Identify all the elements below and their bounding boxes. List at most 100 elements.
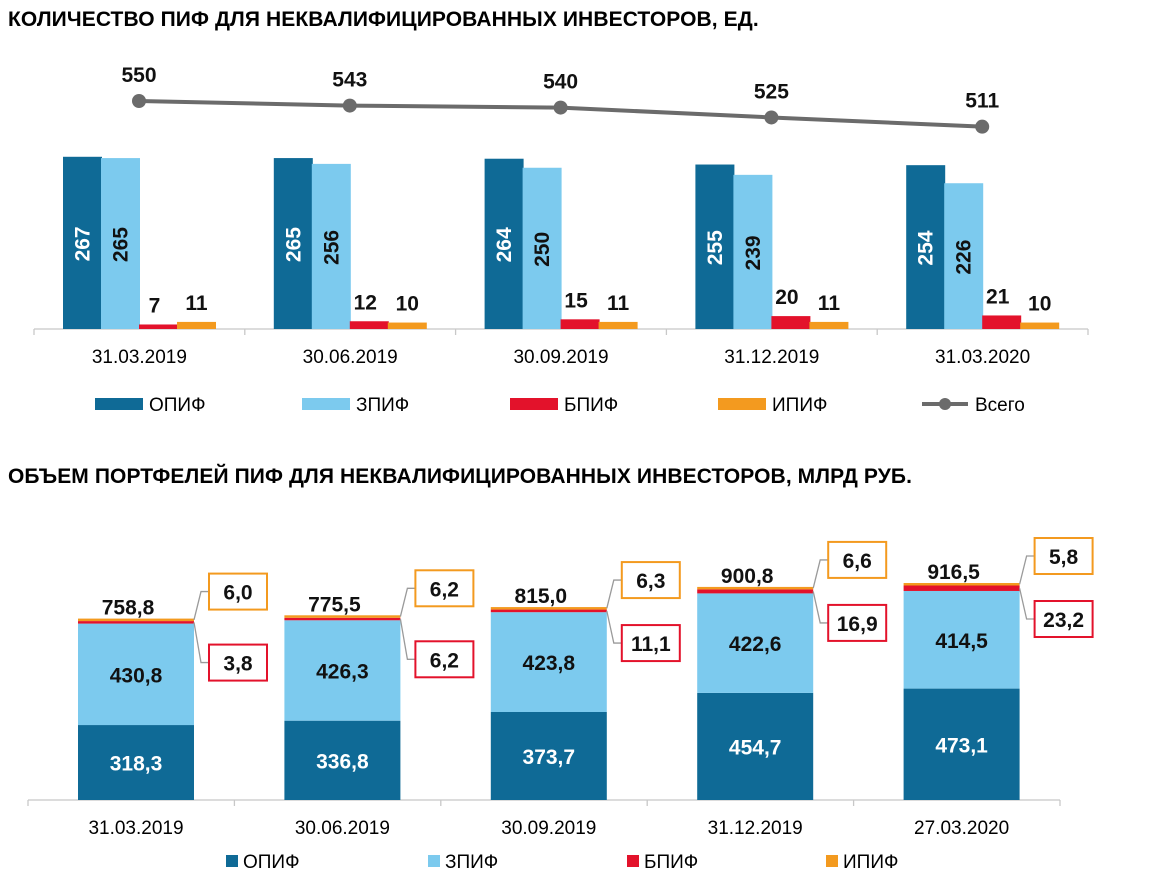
- stack-label-zpif: 414,5: [935, 630, 988, 653]
- bar-opif: [273, 158, 313, 329]
- bar-bpif: [982, 315, 1022, 329]
- x-tick-label: 31.03.2020: [935, 347, 1030, 368]
- callout-label-ipif: 6,0: [223, 582, 252, 605]
- callout-box-bpif: [414, 640, 475, 679]
- stack-zpif: [903, 590, 1020, 689]
- total-label-2: 916,5: [927, 561, 980, 584]
- stack-zpif: [78, 623, 194, 726]
- data-label-ipif: 11: [818, 292, 841, 315]
- x-tick-label: 30.09.2019: [513, 347, 608, 368]
- legend-label-bpif: БПИФ: [564, 395, 618, 416]
- volume-chart-title: ОБЪЕМ ПОРТФЕЛЕЙ ПИФ ДЛЯ НЕКВАЛИФИЦИРОВАН…: [8, 465, 913, 488]
- stack-ipif: [697, 586, 814, 590]
- stack-zpif: [490, 612, 607, 712]
- bar-ipif: [1020, 322, 1060, 329]
- stack-label-opif: 318,3: [110, 753, 163, 776]
- total-label: 511: [965, 90, 999, 113]
- bar-zpif: [101, 158, 140, 329]
- total-label: 543: [332, 69, 367, 92]
- data-label-ipif: 11: [185, 292, 208, 315]
- legend2-swatch-zpif: [428, 855, 440, 867]
- callout-line-bpif: [812, 591, 829, 624]
- total-label-2: 815,0: [515, 585, 568, 608]
- callout-box-ipif: [414, 569, 475, 608]
- x-tick-label-2: 27.03.2020: [914, 818, 1009, 839]
- bar-ipif: [598, 321, 638, 329]
- total-marker: [764, 110, 779, 125]
- callout-line-bpif: [606, 610, 622, 644]
- bar-zpif: [944, 183, 984, 329]
- bar-bpif: [139, 324, 178, 329]
- data-label-opif: 255: [704, 230, 727, 265]
- stack-bpif: [697, 589, 814, 594]
- x-tick-label-2: 30.09.2019: [501, 818, 596, 839]
- total-label: 550: [121, 64, 156, 87]
- total-marker: [342, 98, 357, 113]
- legend-marker-total: [939, 398, 951, 410]
- total-marker: [975, 119, 990, 134]
- callout-box-ipif: [208, 572, 268, 611]
- callout-line-ipif: [606, 579, 622, 609]
- bar-bpif: [560, 319, 600, 329]
- data-label-ipif: 10: [396, 293, 419, 316]
- callout-box-bpif: [208, 643, 268, 682]
- data-label-ipif: 11: [607, 292, 630, 315]
- bar-zpif: [311, 163, 351, 329]
- legend2-label-ipif: ИПИФ: [843, 852, 898, 873]
- legend-label-opif: ОПИФ: [149, 395, 206, 416]
- stack-opif: [697, 692, 814, 800]
- data-label-bpif: 7: [149, 294, 161, 317]
- callout-label-bpif: 6,2: [430, 649, 459, 672]
- legend2-swatch-bpif: [627, 855, 639, 867]
- x-tick-label: 31.12.2019: [724, 347, 819, 368]
- total-label: 540: [543, 71, 578, 94]
- bar-bpif: [771, 316, 811, 329]
- callout-label-ipif: 6,6: [843, 550, 872, 573]
- stack-ipif: [490, 607, 607, 610]
- x-tick-label-2: 31.12.2019: [708, 818, 803, 839]
- callout-line-ipif: [399, 587, 416, 617]
- data-label-bpif: 12: [354, 291, 377, 314]
- stack-bpif: [903, 585, 1020, 591]
- stack-label-zpif: 423,8: [523, 652, 576, 675]
- callout-line-ipif: [193, 590, 209, 620]
- callout-box-bpif: [620, 624, 681, 663]
- stack-opif: [284, 720, 401, 800]
- callout-line-bpif: [399, 618, 416, 660]
- data-label-ipif: 10: [1028, 293, 1051, 316]
- callout-box-ipif: [620, 561, 681, 600]
- stack-zpif: [697, 593, 814, 693]
- total-label-2: 758,8: [102, 597, 155, 620]
- stack-opif: [490, 711, 607, 800]
- x-tick-label: 30.06.2019: [303, 347, 398, 368]
- callout-line-bpif: [193, 622, 209, 664]
- callout-label-bpif: 23,2: [1043, 609, 1084, 632]
- bar-ipif: [387, 322, 427, 329]
- stack-bpif: [490, 609, 607, 613]
- callout-label-bpif: 3,8: [223, 653, 253, 676]
- data-label-bpif: 15: [564, 289, 588, 312]
- stack-label-opif: 473,1: [935, 734, 988, 757]
- stack-label-zpif: 426,3: [316, 660, 369, 683]
- stack-label-opif: 336,8: [316, 750, 369, 773]
- legend2-swatch-ipif: [826, 855, 838, 867]
- callout-box-bpif: [1033, 600, 1094, 639]
- bar-zpif: [733, 174, 773, 329]
- stack-ipif: [78, 618, 194, 622]
- stack-ipif: [903, 583, 1020, 586]
- data-label-zpif: 256: [320, 230, 343, 265]
- x-tick-label: 31.03.2019: [92, 347, 187, 368]
- stack-bpif: [284, 617, 401, 621]
- stack-label-opif: 454,7: [729, 736, 782, 759]
- legend2-label-zpif: ЗПИФ: [445, 852, 498, 873]
- x-tick-label-2: 30.06.2019: [295, 818, 390, 839]
- callout-box-ipif: [827, 540, 888, 579]
- callout-line-ipif: [1018, 555, 1035, 585]
- legend-swatch-zpif: [302, 398, 350, 410]
- legend-label-total: Всего: [975, 395, 1025, 416]
- callout-label-bpif: 11,1: [631, 633, 671, 656]
- data-label-opif: 265: [282, 227, 305, 262]
- bar-opif: [63, 156, 102, 329]
- callout-line-ipif: [812, 559, 829, 589]
